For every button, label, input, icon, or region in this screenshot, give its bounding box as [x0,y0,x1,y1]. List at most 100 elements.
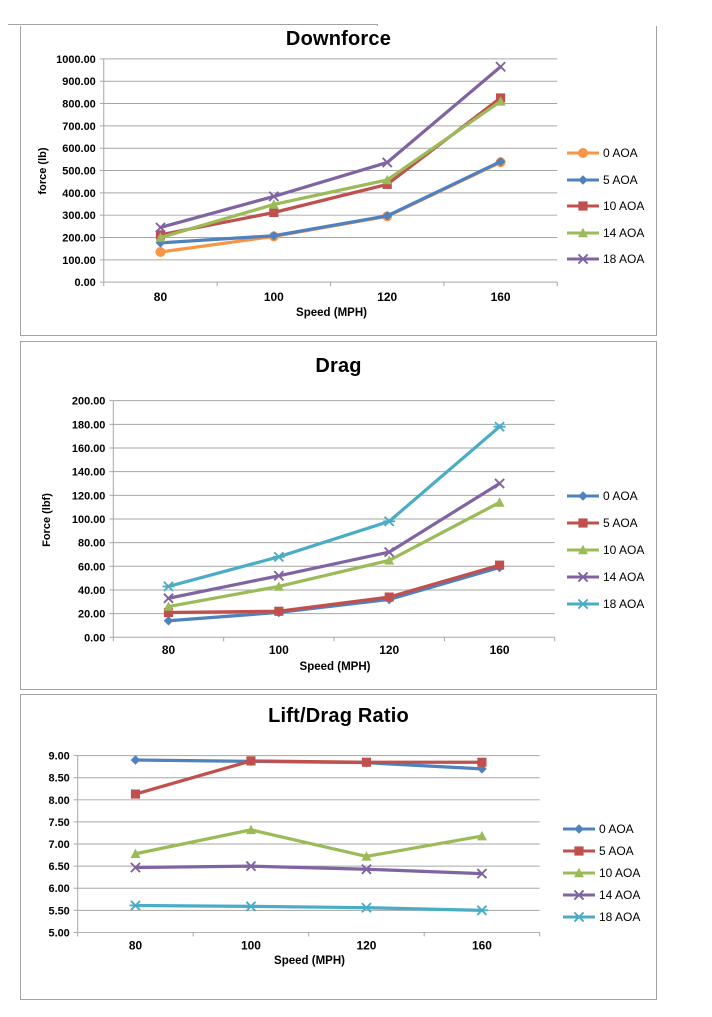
legend-item-18-aoa[interactable]: 18 AOA [566,252,644,266]
legend-label: 5 AOA [603,172,638,187]
legend-item-10-aoa[interactable]: 10 AOA [562,866,640,880]
legend-item-0-aoa[interactable]: 0 AOA [566,489,638,503]
svg-text:80.00: 80.00 [78,538,105,550]
x-axis-title: Speed (MPH) [299,661,371,673]
chart-title: Drag [315,355,362,377]
legend-item-14-aoa[interactable]: 14 AOA [566,226,644,240]
svg-text:160.00: 160.00 [72,443,105,455]
legend-label: 18 AOA [599,910,641,924]
legend-label: 10 AOA [603,199,645,213]
legend-label: 14 AOA [603,570,645,584]
plot-area-downforce: 0.00 100.00 200.00 300.00 400.00 500.00 600.00… [56,54,558,304]
legend-label: 18 AOA [603,252,645,266]
legend-item-18-aoa[interactable]: 18 AOA [562,910,640,924]
svg-text:600.00: 600.00 [62,143,96,155]
svg-text:40.00: 40.00 [78,585,105,597]
legend-marker-star-icon [563,911,595,923]
legend-item-0-aoa[interactable]: 0 AOA [566,146,638,160]
legend-item-18-aoa[interactable]: 18 AOA [566,597,644,611]
svg-text:9.00: 9.00 [49,751,70,763]
legend-marker-x-icon [563,889,595,901]
legend-marker-triangle-icon [567,544,599,555]
svg-text:120.00: 120.00 [72,490,105,502]
svg-text:100.00: 100.00 [72,514,105,526]
svg-text:0.00: 0.00 [74,277,95,289]
svg-text:160: 160 [490,643,510,657]
legend-drag: 0 AOA 5 AOA 10 AOA 14 AOA 18 AOA [21,342,656,689]
svg-text:5.00: 5.00 [49,927,70,939]
legend-item-10-aoa[interactable]: 10 AOA [566,543,644,557]
legend-item-10-aoa[interactable]: 10 AOA [566,199,644,213]
svg-text:800.00: 800.00 [62,99,96,111]
plot-area-lift-drag-ratio: 5.00 5.50 6.00 6.50 7.00 7.50 8.00 8.50 9.00 80 10… [49,751,541,952]
svg-text:100: 100 [241,938,261,952]
svg-text:100: 100 [264,290,284,304]
legend-item-14-aoa[interactable]: 14 AOA [566,570,644,584]
svg-text:160: 160 [491,290,511,304]
legend-marker-diamond-icon [567,174,599,185]
svg-text:100.00: 100.00 [62,255,96,267]
svg-text:0.00: 0.00 [84,632,105,644]
legend-item-5-aoa[interactable]: 5 AOA [566,173,638,187]
svg-text:120: 120 [377,290,397,304]
x-axis-title: Speed (MPH) [274,955,345,967]
svg-text:6.00: 6.00 [49,883,70,895]
legend-label: 10 AOA [603,543,645,557]
svg-text:8.50: 8.50 [49,773,70,785]
legend-marker-x-icon [567,253,599,265]
legend-marker-square-icon [567,518,599,528]
svg-text:6.50: 6.50 [49,861,70,873]
svg-text:140.00: 140.00 [72,467,105,479]
svg-text:180.00: 180.00 [72,419,105,431]
svg-text:60.00: 60.00 [78,561,105,573]
legend-marker-circle-icon [567,148,599,158]
svg-text:700.00: 700.00 [62,121,96,133]
svg-text:7.00: 7.00 [49,839,70,851]
legend-label: 0 AOA [603,146,638,160]
svg-text:80: 80 [129,938,143,952]
plot-area-drag: 0.00 20.00 40.00 60.00 80.00 100.00 120.00 140.… [72,396,556,657]
legend-label: 0 AOA [599,822,634,836]
svg-text:900.00: 900.00 [62,76,96,88]
legend-label: 10 AOA [599,866,641,880]
legend-label: 0 AOA [603,489,638,503]
svg-text:100: 100 [269,643,289,657]
svg-text:200.00: 200.00 [62,233,96,245]
legend-label: 18 AOA [603,597,645,611]
svg-text:400.00: 400.00 [62,188,96,200]
legend-marker-x-icon [567,571,599,583]
legend-marker-square-icon [563,846,595,856]
legend-label: 14 AOA [599,888,641,902]
legend-marker-square-icon [567,201,599,211]
svg-text:80: 80 [154,290,168,304]
svg-text:8.00: 8.00 [49,795,70,807]
svg-text:20.00: 20.00 [78,609,105,621]
chart-title: Lift/Drag Ratio [268,705,409,727]
svg-text:500.00: 500.00 [62,166,96,178]
svg-text:160: 160 [472,938,492,952]
legend-downforce: 0 AOA 5 AOA 10 AOA 14 AOA 18 AOA [21,26,656,335]
svg-text:120: 120 [379,643,399,657]
svg-text:200.00: 200.00 [72,396,105,408]
legend-item-0-aoa[interactable]: 0 AOA [562,822,634,836]
legend-item-5-aoa[interactable]: 5 AOA [562,844,634,858]
legend-marker-triangle-icon [563,867,595,878]
chart-title: Downforce [285,28,392,50]
svg-text:5.50: 5.50 [49,905,70,917]
legend-marker-star-icon [567,598,599,610]
legend-marker-triangle-icon [567,227,599,237]
legend-label: 5 AOA [603,516,638,530]
svg-text:120: 120 [357,938,377,952]
legend-item-14-aoa[interactable]: 14 AOA [562,888,640,902]
legend-item-5-aoa[interactable]: 5 AOA [566,516,638,530]
svg-text:7.50: 7.50 [49,817,70,829]
legend-label: 5 AOA [599,844,634,858]
chart-downforce[interactable]: Downforce force (lb) 0.00 100.00 200.00 300… [20,26,657,336]
legend-marker-diamond-icon [567,491,599,501]
svg-text:300.00: 300.00 [62,210,96,222]
chart-drag[interactable]: Drag Force (lbf) 0.00 20.00 40.00 60.00 80.0… [20,341,657,690]
chart-lift-drag-ratio[interactable]: Lift/Drag Ratio 5.00 5.50 6.00 6.50 7.00 7.50… [20,694,657,1000]
svg-text:80: 80 [162,643,176,657]
legend-label: 14 AOA [603,225,645,240]
